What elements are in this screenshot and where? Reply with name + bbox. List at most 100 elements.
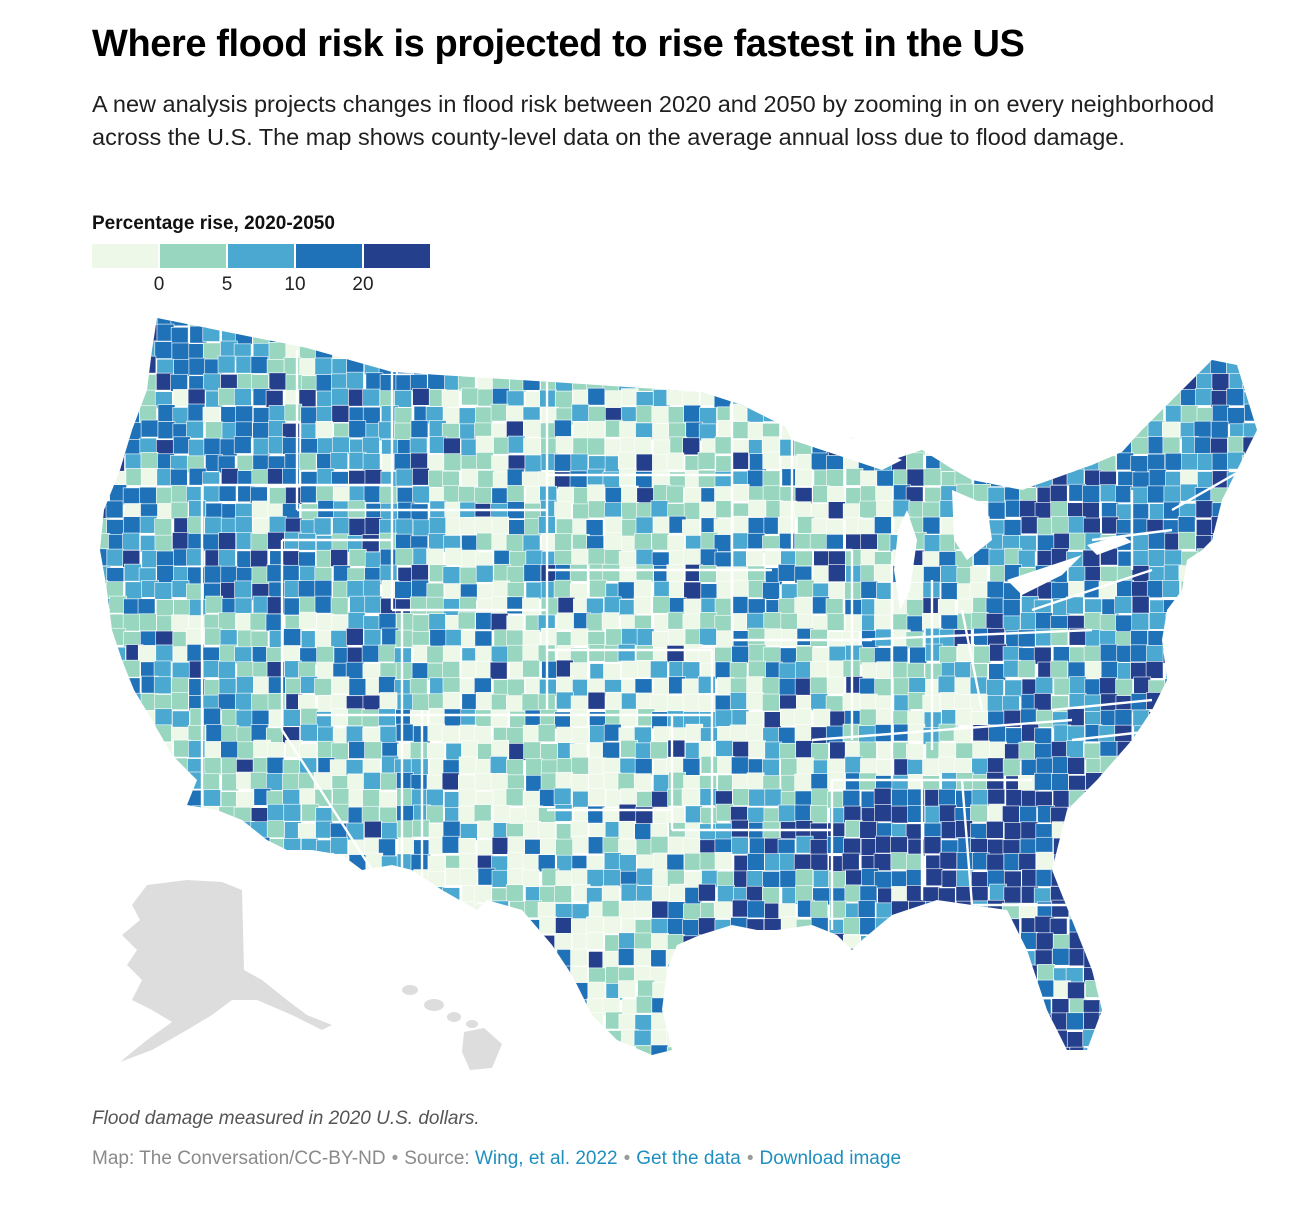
county-cell[interactable] [188, 598, 207, 617]
county-cell[interactable] [1147, 531, 1166, 550]
county-cell[interactable] [459, 965, 477, 983]
county-cell[interactable] [523, 1061, 540, 1078]
county-cell[interactable] [249, 900, 268, 918]
county-cell[interactable] [762, 470, 781, 489]
county-cell[interactable] [443, 918, 462, 937]
county-cell[interactable] [986, 1045, 1005, 1063]
county-cell[interactable] [476, 996, 495, 1015]
county-cell[interactable] [1148, 375, 1167, 393]
county-cell[interactable] [602, 1061, 619, 1078]
county-cell[interactable] [92, 724, 109, 743]
county-cell[interactable] [410, 1062, 427, 1079]
county-cell[interactable] [1245, 997, 1263, 1015]
county-cell[interactable] [93, 470, 111, 489]
county-cell[interactable] [234, 516, 253, 535]
county-cell[interactable] [1082, 517, 1101, 536]
county-cell[interactable] [682, 1028, 700, 1046]
county-cell[interactable] [1178, 565, 1197, 583]
county-cell[interactable] [1053, 451, 1072, 470]
county-cell[interactable] [268, 1045, 286, 1063]
county-cell[interactable] [941, 966, 959, 984]
county-cell[interactable] [106, 678, 124, 696]
county-cell[interactable] [1050, 421, 1068, 440]
county-cell[interactable] [717, 885, 735, 903]
county-cell[interactable] [682, 519, 700, 538]
county-cell[interactable] [1084, 469, 1102, 488]
county-cell[interactable] [860, 935, 879, 953]
county-cell[interactable] [922, 1077, 939, 1080]
county-cell[interactable] [633, 596, 652, 615]
county-cell[interactable] [940, 951, 959, 969]
county-cell[interactable] [153, 660, 172, 679]
county-cell[interactable] [745, 390, 764, 409]
county-cell[interactable] [1243, 948, 1261, 967]
county-cell[interactable] [1020, 612, 1038, 631]
county-cell[interactable] [763, 340, 781, 358]
county-cell[interactable] [732, 1062, 749, 1079]
county-cell[interactable] [1213, 996, 1232, 1015]
county-cell[interactable] [123, 837, 141, 856]
county-cell[interactable] [1180, 405, 1199, 423]
county-cell[interactable] [1243, 516, 1261, 535]
county-cell[interactable] [1242, 1030, 1260, 1048]
county-cell[interactable] [809, 805, 828, 824]
county-cells[interactable] [92, 310, 1282, 1080]
county-cell[interactable] [217, 355, 236, 374]
county-cell[interactable] [188, 678, 207, 697]
county-cell[interactable] [442, 661, 460, 679]
county-cell[interactable] [779, 647, 798, 666]
county-cell[interactable] [1210, 755, 1229, 774]
county-cell[interactable] [748, 499, 766, 518]
county-cell[interactable] [1194, 726, 1213, 744]
county-cell[interactable] [603, 663, 621, 682]
county-cell[interactable] [970, 1079, 987, 1080]
county-cell[interactable] [1242, 757, 1260, 776]
county-cell[interactable] [427, 1063, 444, 1080]
county-cell[interactable] [987, 324, 1006, 342]
county-cell[interactable] [186, 1064, 203, 1080]
county-cell[interactable] [731, 451, 749, 470]
county-cell[interactable] [122, 312, 140, 329]
county-cell[interactable] [267, 468, 285, 486]
county-cell[interactable] [970, 999, 989, 1018]
county-cell[interactable] [1258, 391, 1275, 408]
county-cell[interactable] [1213, 645, 1232, 663]
county-cell[interactable] [428, 613, 447, 631]
county-cell[interactable] [364, 886, 383, 905]
county-cell[interactable] [651, 406, 670, 424]
county-cell[interactable] [1277, 836, 1282, 853]
county-cell[interactable] [843, 1012, 862, 1031]
county-cell[interactable] [92, 343, 108, 361]
county-cell[interactable] [731, 341, 750, 359]
county-cell[interactable] [459, 566, 478, 585]
county-cell[interactable] [745, 724, 764, 743]
county-cell[interactable] [908, 1028, 927, 1047]
county-cell[interactable] [731, 1013, 750, 1032]
county-cell[interactable] [987, 1012, 1006, 1030]
county-cell[interactable] [699, 501, 717, 520]
county-cell[interactable] [93, 310, 110, 327]
county-cell[interactable] [189, 1047, 207, 1065]
county-cell[interactable] [426, 596, 444, 615]
county-cell[interactable] [587, 1061, 604, 1078]
county-cell[interactable] [571, 1062, 588, 1079]
county-cell[interactable] [1003, 999, 1021, 1018]
county-cell[interactable] [1034, 471, 1053, 490]
county-cell[interactable] [525, 581, 544, 600]
county-cell[interactable] [106, 1031, 125, 1050]
county-cell[interactable] [1002, 404, 1021, 422]
county-cell[interactable] [1020, 516, 1039, 535]
county-cell[interactable] [396, 932, 415, 951]
county-cell[interactable] [809, 533, 828, 552]
county-cell[interactable] [667, 901, 686, 919]
county-cell[interactable] [301, 870, 320, 888]
county-cell[interactable] [617, 772, 636, 791]
county-cell[interactable] [1244, 612, 1262, 631]
county-cell[interactable] [667, 695, 685, 714]
county-cell[interactable] [506, 1045, 525, 1063]
county-cell[interactable] [955, 820, 973, 838]
county-cell[interactable] [1002, 615, 1021, 634]
county-cell[interactable] [460, 468, 479, 487]
county-cell[interactable] [235, 1030, 254, 1049]
county-cell[interactable] [94, 375, 112, 394]
